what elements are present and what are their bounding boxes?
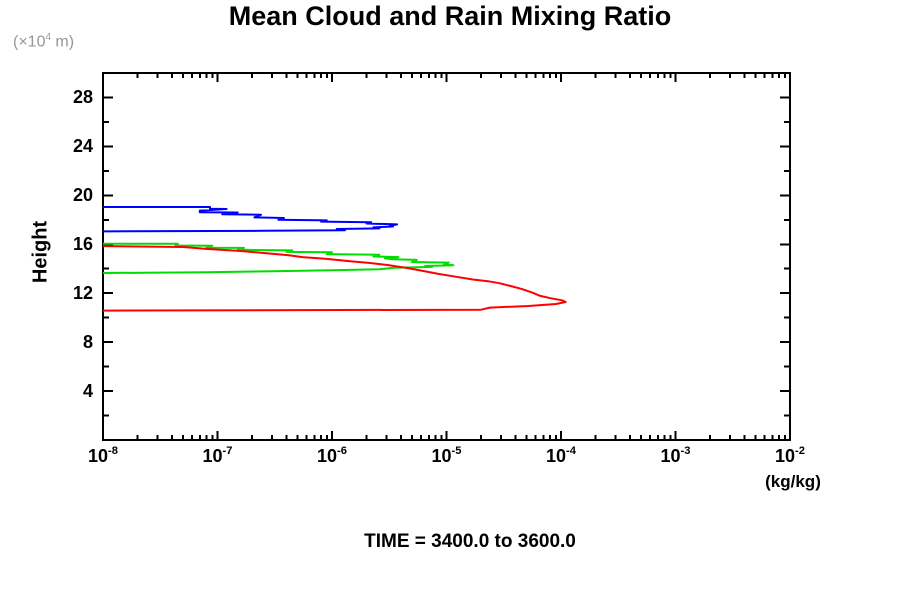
series-green [102,242,455,274]
axes-frame [102,72,791,441]
x-tick-base: 10 [775,446,796,466]
x-tick-label: 10-5 [431,444,462,466]
x-tick-base: 10 [431,446,452,466]
x-tick-exponent: -4 [566,444,576,457]
chart-title: Mean Cloud and Rain Mixing Ratio [228,1,672,31]
y-tick-label: 20 [72,185,93,206]
y-unit-suffix: m) [50,33,75,51]
x-tick-label: 10-3 [660,444,691,466]
series-blue [102,206,399,233]
y-tick-label: 24 [72,136,93,157]
x-tick-label: 10-2 [775,444,805,466]
y-unit-prefix: (×10 [13,33,46,51]
x-tick-base: 10 [202,446,223,466]
x-tick-label: 10-6 [317,444,347,466]
x-tick-label: 10-4 [546,444,576,466]
y-tick-label: 16 [72,234,93,255]
time-caption: TIME = 3400.0 to 3600.0 [364,531,576,552]
x-tick-label: 10-7 [202,444,233,466]
y-unit-exponent: 4 [45,32,51,43]
x-tick-exponent: -5 [451,444,462,457]
y-tick-label: 28 [72,87,93,108]
x-tick-exponent: -8 [108,444,118,457]
x-tick-exponent: -2 [795,444,805,457]
series-red [102,245,567,312]
y-tick-label: 8 [82,332,93,353]
x-tick-base: 10 [88,446,109,466]
x-tick-base: 10 [317,446,338,466]
x-tick-base: 10 [546,446,567,466]
x-tick-base: 10 [660,446,681,466]
x-tick-label: 10-8 [88,444,118,466]
x-tick-exponent: -6 [337,444,347,457]
x-tick-exponent: -7 [222,444,233,457]
y-tick-label: 12 [72,283,93,304]
x-tick-exponent: -3 [680,444,691,457]
x-axis-unit-label: (kg/kg) [765,472,821,491]
y-tick-label: 4 [82,381,93,402]
y-axis-unit-label: (×104 m) [13,32,74,51]
